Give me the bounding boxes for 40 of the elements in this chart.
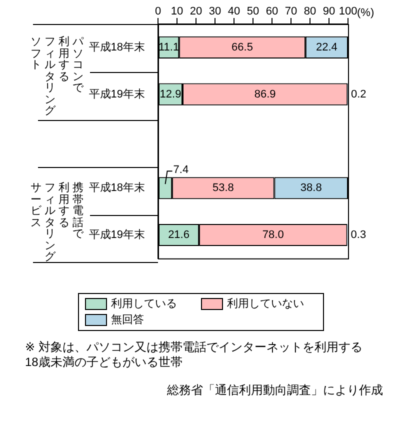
x-tick-label: 50 (246, 5, 260, 18)
data-label: 0.3 (350, 228, 366, 241)
data-label: 78.0 (262, 228, 284, 241)
text: ※ 対象は、パソコン又は携帯電話でインターネットを利用する 18歳未満の子どもがいる世帯 (25, 340, 364, 370)
data-label: 53.8 (212, 182, 234, 194)
x-tick-label: 40 (228, 5, 240, 18)
x-tick-label: 100 (338, 5, 358, 18)
data-label: 66.5 (232, 41, 253, 54)
data-label: 22.4 (316, 41, 338, 54)
x-axis-title: (%) (357, 7, 374, 20)
data-label: 7.4 (173, 164, 189, 176)
text: フィルタリング (44, 182, 56, 264)
legend-label: 無回答 (111, 313, 144, 327)
x-tick-label: 30 (208, 5, 222, 18)
y-tick-label: 平成18年末 (88, 181, 145, 194)
x-tick-label: 10 (170, 5, 184, 18)
legend-label: 利用している (111, 297, 177, 311)
text: ソフト (30, 36, 42, 72)
x-tick-label: 80 (304, 5, 316, 18)
x-tick-label: 20 (190, 5, 202, 18)
y-tick-label: 平成18年末 (88, 40, 145, 54)
data-label: 21.6 (168, 228, 190, 241)
x-tick-label: 90 (322, 5, 336, 18)
data-label: 38.8 (300, 182, 322, 194)
data-label: 0.2 (351, 88, 366, 100)
text: 利用する (58, 36, 70, 83)
y-tick-label: 平成19年末 (88, 87, 145, 100)
text: 携帯電話で (72, 182, 84, 240)
text: 総務省「通信利用動向調査」により作成 (167, 382, 383, 399)
text: サービス (30, 182, 42, 229)
data-label: 86.9 (254, 88, 276, 100)
text: 利用する (58, 182, 70, 229)
text: パソコンで (72, 36, 84, 94)
x-tick-label: 60 (266, 5, 278, 18)
y-tick-label: 平成19年末 (88, 228, 145, 241)
x-tick-label: 0 (154, 5, 162, 18)
legend-label: 利用していない (227, 297, 304, 311)
text: フィルタリング (44, 36, 56, 118)
data-label: 12.9 (160, 88, 182, 100)
x-tick-label: 70 (284, 5, 298, 18)
